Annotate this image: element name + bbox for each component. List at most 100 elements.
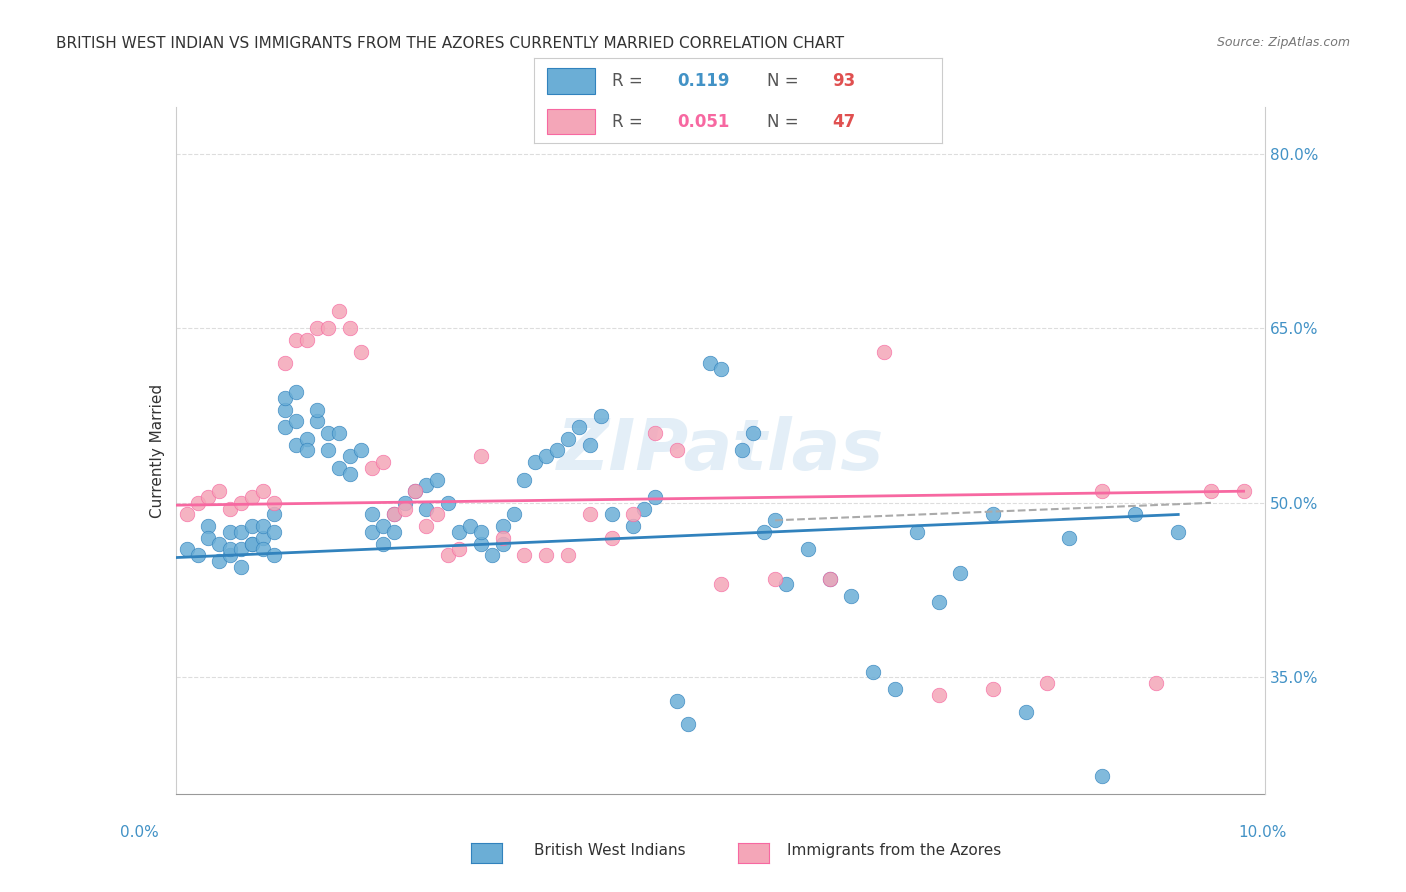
Point (502, 508, 524, 522)
Point (437, 496, 460, 510)
Point (240, 536, 263, 550)
Point (492, 519, 515, 533)
Text: N =: N = (766, 72, 804, 90)
Point (1015, 706, 1038, 720)
Text: British West Indians: British West Indians (534, 843, 686, 857)
Point (197, 519, 219, 533)
Point (197, 490, 219, 504)
Point (360, 524, 382, 539)
Point (394, 496, 416, 510)
Point (295, 432, 318, 446)
Point (350, 344, 373, 359)
Point (644, 425, 666, 440)
Text: Immigrants from the Azores: Immigrants from the Azores (787, 843, 1001, 857)
Point (307, 321, 329, 335)
Point (284, 333, 307, 347)
Point (1123, 508, 1146, 522)
Point (318, 425, 340, 440)
Point (284, 414, 307, 428)
Point (328, 425, 350, 440)
Point (644, 490, 666, 504)
Point (905, 524, 928, 539)
Point (274, 391, 297, 405)
Text: 47: 47 (832, 112, 855, 130)
Point (274, 356, 297, 370)
Point (579, 437, 602, 451)
Point (360, 508, 382, 522)
Point (186, 496, 209, 510)
Point (568, 420, 591, 434)
Point (252, 519, 274, 533)
Point (274, 402, 297, 417)
Point (884, 682, 907, 697)
Point (219, 501, 242, 516)
Point (928, 688, 950, 702)
Point (339, 450, 361, 464)
Point (426, 508, 449, 522)
Text: 0.0%: 0.0% (120, 825, 159, 839)
Point (350, 443, 373, 458)
Text: 93: 93 (832, 72, 855, 90)
Text: R =: R = (612, 112, 648, 130)
Point (710, 362, 733, 376)
Point (339, 321, 361, 335)
Point (534, 548, 557, 562)
Point (600, 508, 623, 522)
Point (600, 531, 623, 545)
Point (263, 524, 285, 539)
Point (447, 524, 470, 539)
Point (621, 508, 644, 522)
Point (1091, 769, 1114, 783)
Point (1057, 531, 1080, 545)
Point (405, 484, 427, 499)
Point (284, 437, 307, 451)
Point (534, 450, 557, 464)
Point (219, 524, 242, 539)
Point (231, 542, 253, 557)
Bar (547, 68, 596, 94)
Point (699, 356, 721, 370)
Point (524, 455, 547, 469)
Point (186, 548, 209, 562)
Point (219, 548, 242, 562)
Point (263, 508, 285, 522)
Point (284, 385, 307, 400)
Text: ZIPatlas: ZIPatlas (557, 416, 884, 485)
Point (197, 531, 219, 545)
Point (263, 496, 285, 510)
Point (447, 542, 470, 557)
Point (557, 548, 579, 562)
Point (415, 519, 437, 533)
Point (481, 548, 503, 562)
Point (546, 443, 568, 458)
Point (1091, 484, 1114, 499)
Point (818, 572, 841, 586)
Point (949, 566, 972, 580)
Point (371, 455, 394, 469)
Point (710, 577, 733, 591)
Point (339, 467, 361, 481)
Point (426, 473, 449, 487)
Point (415, 501, 437, 516)
Point (513, 548, 536, 562)
Point (231, 560, 253, 574)
Point (470, 450, 492, 464)
Text: R =: R = (612, 72, 648, 90)
Point (841, 589, 863, 603)
Point (797, 542, 820, 557)
Point (873, 344, 896, 359)
Point (818, 572, 841, 586)
Point (492, 536, 515, 550)
Point (382, 524, 405, 539)
Text: 0.051: 0.051 (678, 112, 730, 130)
Point (458, 519, 481, 533)
Point (328, 303, 350, 318)
Point (318, 443, 340, 458)
Point (742, 425, 765, 440)
Point (557, 432, 579, 446)
Text: 10.0%: 10.0% (1239, 825, 1286, 839)
Point (415, 478, 437, 492)
Point (295, 333, 318, 347)
Text: Source: ZipAtlas.com: Source: ZipAtlas.com (1216, 36, 1350, 49)
Point (252, 531, 274, 545)
